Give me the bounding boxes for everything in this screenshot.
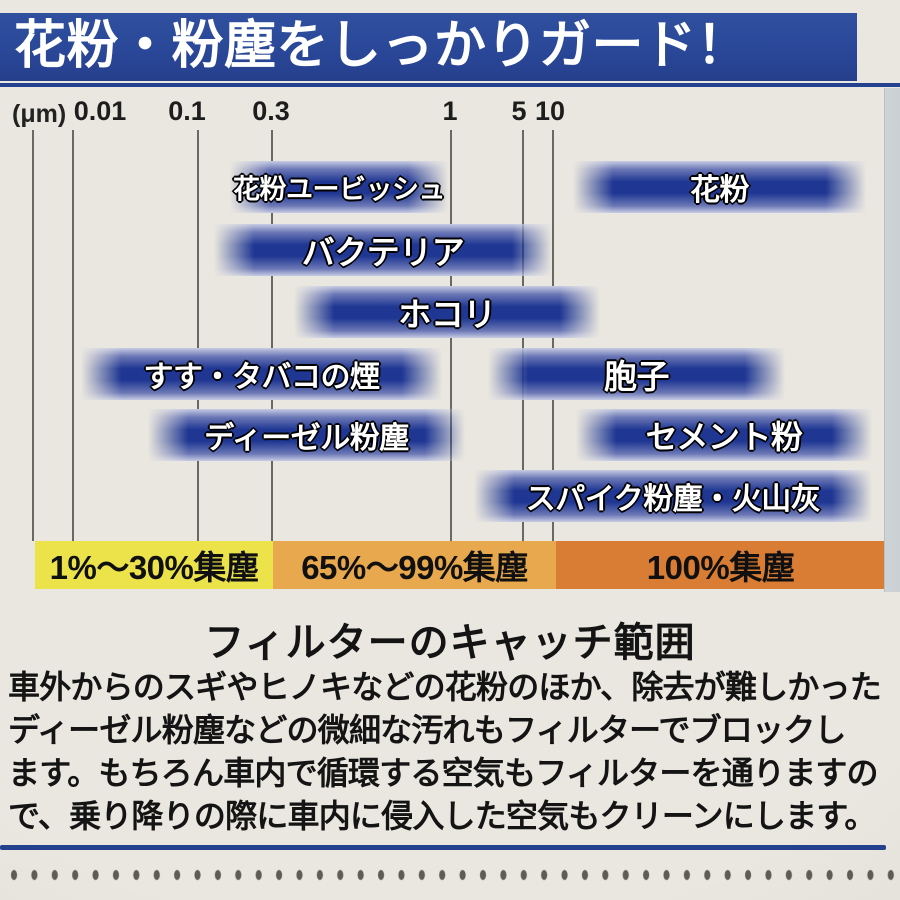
axis-gridline xyxy=(72,130,74,541)
particle-label: ディーゼル粉塵 xyxy=(204,422,409,455)
description-line: ディーゼル粉塵などの微細な汚れもフィルターでブロックし xyxy=(8,712,846,748)
efficiency-bar: 1%～30%集塵 65%～99%集塵 100%集塵 xyxy=(0,541,900,589)
particle-label: 花粉ユービッシュ xyxy=(233,174,446,205)
efficiency-label: 1%～30%集塵 xyxy=(49,549,259,586)
particle-range-bar-fill xyxy=(576,409,872,461)
particle-range-bar-fill xyxy=(230,161,448,213)
particle-range-bar: バクテリア xyxy=(214,224,552,276)
axis-tick-label: 1 xyxy=(442,96,458,126)
particle-label: セメント粉 xyxy=(645,419,803,455)
particle-range-bar: 花粉ユービッシュ xyxy=(230,161,448,213)
particle-range-bar-fill xyxy=(474,470,872,522)
efficiency-label: 100%集塵 xyxy=(646,549,795,586)
description-line: 車外からのスギやヒノキなどの花粉のほか、除去が難しかった xyxy=(8,669,882,705)
particle-label: 花粉 xyxy=(690,174,750,207)
axis-tick-label: 0.3 xyxy=(252,96,290,126)
particle-label: スパイク粉塵・火山灰 xyxy=(525,483,821,516)
efficiency-segment: 65%～99%集塵 xyxy=(273,541,556,589)
efficiency-segment: 1%～30%集塵 xyxy=(35,541,273,589)
particle-range-bar-fill xyxy=(148,409,465,461)
particle-range-bar-fill xyxy=(294,286,600,338)
particle-label: ホコリ xyxy=(398,296,496,333)
description: 車外からのスギやヒノキなどの花粉のほか、除去が難しかった ディーゼル粉塵などの微細… xyxy=(8,666,896,838)
particle-label: バクテリア xyxy=(301,234,465,271)
panel-edge xyxy=(884,88,900,592)
particle-range-bar-fill xyxy=(214,224,552,276)
axis-gridline xyxy=(271,130,273,541)
particle-range-bar: ホコリ xyxy=(294,286,600,338)
particle-range-bar: セメント粉 xyxy=(576,409,872,461)
description-line: ます。もちろん車内で循環する空気もフィルターを通りますの xyxy=(8,755,879,791)
particle-range-bar: スパイク粉塵・火山灰 xyxy=(474,470,872,522)
axis-gridline xyxy=(197,130,199,541)
axis-unit-label: (μm) xyxy=(12,100,67,128)
efficiency-label: 65%～99%集塵 xyxy=(301,549,528,586)
particle-range-bar: 胞子 xyxy=(488,348,785,400)
description-line: で、乗り降りの際に車内に侵入した空気もクリーンにします。 xyxy=(8,798,876,834)
particle-range-bar: すす・タバコの煙 xyxy=(81,348,442,400)
axis-gridline xyxy=(32,130,34,541)
chart-caption-title: フィルターのキャッチ範囲 xyxy=(204,621,696,665)
particle-range-bar: 花粉 xyxy=(573,161,866,213)
particle-label: 胞子 xyxy=(604,358,670,395)
particle-range-bar-fill xyxy=(488,348,785,400)
header-banner: 花粉・粉塵をしっかりガード！ xyxy=(0,13,857,81)
size-chart: (μm) 0.01 0.1 0.3 1 5 10 花粉ユービッシュ 花粉バクテリアホコリ すす・… xyxy=(0,90,900,592)
particle-range-bar: ディーゼル粉塵 xyxy=(148,409,465,461)
header-title: 花粉・粉塵をしっかりガード！ xyxy=(14,17,750,75)
particle-label: すす・タバコの煙 xyxy=(143,361,381,394)
particle-range-bar-fill xyxy=(573,161,866,213)
header-underline xyxy=(0,83,900,87)
dotted-separator xyxy=(4,866,896,884)
axis-tick-label: 0.1 xyxy=(168,96,206,126)
axis-tick-label: 0.01 xyxy=(73,96,127,126)
efficiency-segment: 100%集塵 xyxy=(556,541,885,589)
bottom-rule xyxy=(0,845,886,850)
axis-tick-label: 10 xyxy=(534,96,566,126)
axis-tick-label: 5 xyxy=(511,96,527,126)
particle-range-bar-fill xyxy=(81,348,442,400)
